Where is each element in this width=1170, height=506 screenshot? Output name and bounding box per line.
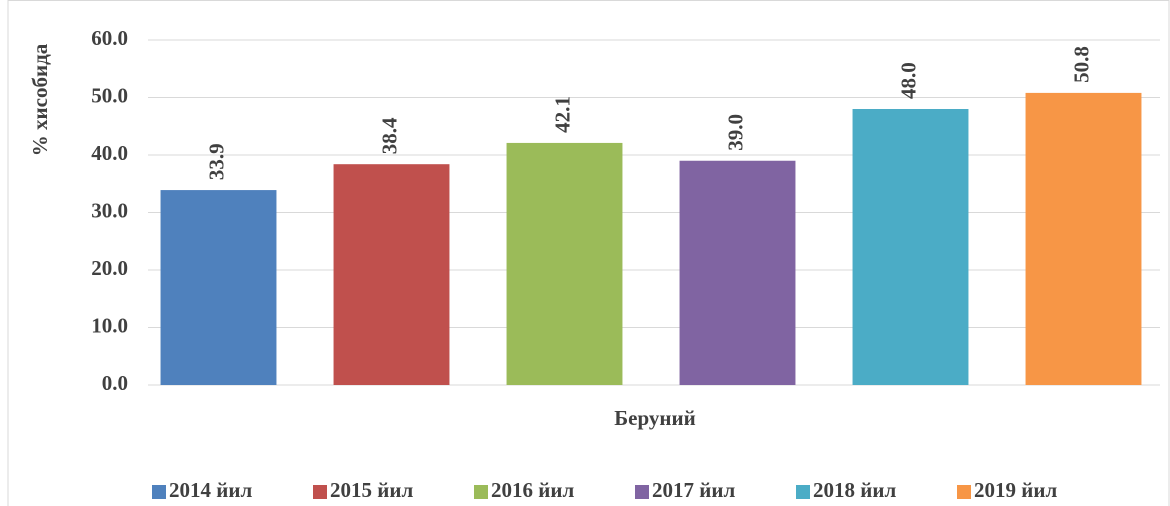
y-tick-label: 20.0: [91, 256, 128, 280]
legend-swatch: [152, 485, 166, 499]
y-tick-label: 0.0: [102, 371, 128, 395]
y-tick-label: 50.0: [91, 83, 128, 107]
data-label: 33.9: [204, 143, 228, 180]
bar: [160, 190, 277, 385]
bar: [679, 160, 796, 385]
legend-swatch: [474, 485, 488, 499]
legend-label: 2018 йил: [813, 478, 896, 502]
legend-swatch: [796, 485, 810, 499]
legend-label: 2016 йил: [491, 478, 574, 502]
y-tick-label: 10.0: [91, 313, 128, 337]
x-axis-label: Беруний: [614, 406, 695, 430]
legend-swatch: [313, 485, 327, 499]
y-tick-label: 30.0: [91, 198, 128, 222]
legend-label: 2015 йил: [330, 478, 413, 502]
legend-swatch: [957, 485, 971, 499]
chart-frame: [7, 0, 1170, 506]
bar: [333, 164, 450, 385]
data-label: 38.4: [377, 117, 401, 154]
y-tick-label: 40.0: [91, 141, 128, 165]
legend-label: 2017 йил: [652, 478, 735, 502]
y-tick-label: 60.0: [91, 26, 128, 50]
legend-label: 2019 йил: [974, 478, 1057, 502]
bar: [852, 109, 969, 385]
bar: [506, 142, 623, 385]
data-label: 39.0: [723, 114, 747, 151]
data-label: 42.1: [550, 96, 574, 133]
y-axis-label: % хисобида: [28, 43, 52, 156]
bar: [1025, 92, 1142, 386]
legend-swatch: [635, 485, 649, 499]
data-label: 50.8: [1069, 46, 1093, 83]
data-label: 48.0: [896, 62, 920, 99]
legend-label: 2014 йил: [169, 478, 252, 502]
